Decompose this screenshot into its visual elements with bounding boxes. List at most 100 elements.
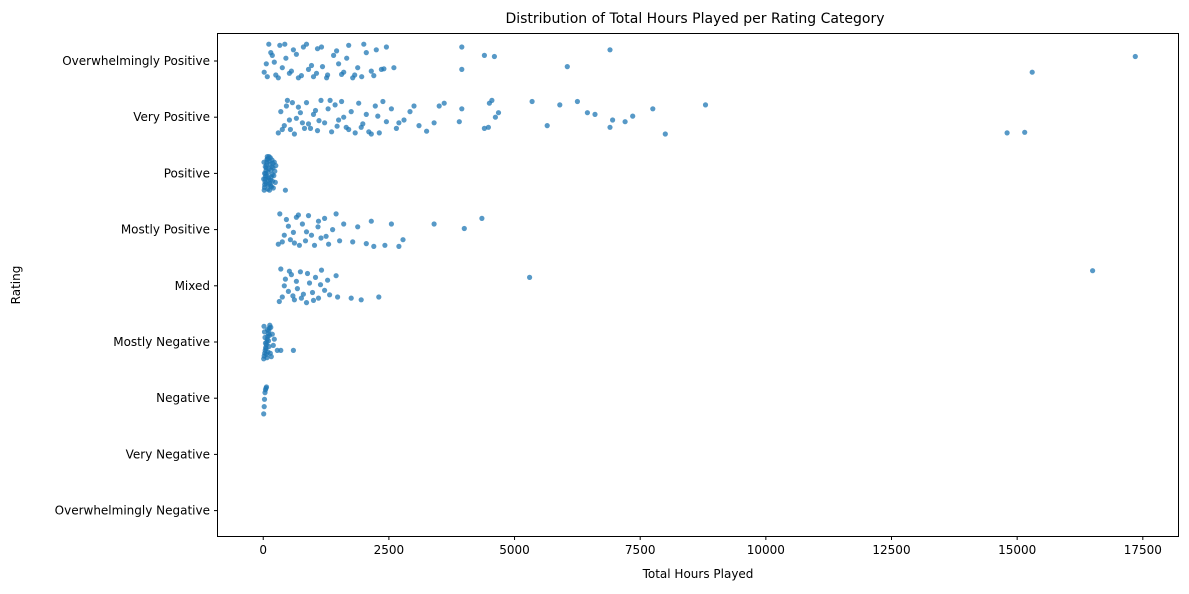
data-point <box>310 297 317 303</box>
data-point <box>298 73 304 79</box>
y-tick-label: Mostly Positive <box>121 223 210 237</box>
data-point <box>315 218 322 224</box>
data-point <box>336 117 342 123</box>
data-point <box>388 106 394 112</box>
data-point <box>381 66 387 72</box>
data-point <box>495 110 502 116</box>
data-point <box>368 218 374 224</box>
data-point <box>265 338 272 344</box>
chart-title: Distribution of Total Hours Played per R… <box>505 11 884 27</box>
data-point <box>481 52 487 59</box>
data-point <box>630 113 636 119</box>
data-point <box>339 71 345 77</box>
data-point <box>268 354 274 360</box>
data-point <box>318 235 324 241</box>
data-point <box>607 47 613 53</box>
data-point <box>264 355 270 361</box>
data-point <box>327 97 333 103</box>
data-point <box>334 123 340 129</box>
data-point <box>282 187 288 193</box>
data-point <box>310 111 317 117</box>
data-point <box>293 278 299 284</box>
data-point <box>303 229 310 235</box>
data-point <box>268 324 274 330</box>
data-point <box>290 229 296 235</box>
data-point <box>265 182 271 188</box>
data-point <box>607 124 613 130</box>
data-point <box>337 238 343 244</box>
data-point <box>275 75 281 81</box>
data-point <box>293 115 299 121</box>
data-point <box>341 221 347 227</box>
data-point <box>297 110 303 116</box>
data-point <box>281 123 287 129</box>
data-point <box>315 295 322 301</box>
data-point <box>366 129 372 135</box>
data-point <box>380 98 386 105</box>
data-point <box>301 125 308 131</box>
data-point <box>324 75 330 81</box>
data-point <box>267 161 273 167</box>
data-point <box>275 241 281 247</box>
y-tick-label: Mixed <box>175 279 210 293</box>
data-point <box>400 237 406 243</box>
data-point <box>332 102 338 108</box>
data-point <box>363 111 369 117</box>
data-point <box>298 295 304 301</box>
data-point <box>557 102 563 108</box>
x-tick-label: 7500 <box>625 543 656 557</box>
data-point <box>289 100 295 106</box>
data-point <box>371 73 377 79</box>
data-point <box>317 282 324 288</box>
data-point <box>309 289 316 296</box>
data-point <box>279 239 285 245</box>
data-point <box>313 70 320 76</box>
data-point <box>326 241 332 247</box>
data-point <box>592 111 598 117</box>
data-point <box>291 131 297 137</box>
data-point <box>396 243 402 249</box>
y-axis-label: Rating <box>9 266 23 305</box>
data-point <box>1132 53 1138 60</box>
data-point <box>574 98 581 105</box>
data-point <box>281 283 287 289</box>
data-point <box>358 124 364 130</box>
data-point <box>355 224 361 230</box>
data-point <box>290 47 296 53</box>
data-point <box>290 293 296 299</box>
data-point <box>363 241 369 247</box>
data-point <box>304 270 311 277</box>
data-point <box>348 109 354 115</box>
data-point <box>610 117 616 123</box>
data-point <box>300 291 306 297</box>
data-point <box>479 215 485 221</box>
data-point <box>459 44 465 50</box>
y-tick-label: Overwhelmingly Negative <box>55 504 210 518</box>
data-point <box>294 286 300 292</box>
x-axis-label: Total Hours Played <box>642 567 754 581</box>
y-tick-label: Negative <box>156 391 210 405</box>
data-point <box>341 114 347 120</box>
data-point <box>281 232 287 238</box>
data-point <box>308 232 315 238</box>
data-point <box>316 118 322 124</box>
data-point <box>416 123 422 129</box>
data-point <box>323 233 329 239</box>
data-point <box>266 343 272 350</box>
data-point <box>283 55 289 61</box>
data-point <box>383 119 389 125</box>
data-point <box>322 215 328 221</box>
data-point <box>333 273 339 279</box>
data-point <box>371 243 377 249</box>
data-point <box>265 156 271 162</box>
data-point <box>650 106 656 112</box>
data-point <box>702 102 709 108</box>
x-tick-label: 17500 <box>1124 543 1162 557</box>
data-point <box>346 42 352 48</box>
data-point <box>329 129 335 135</box>
data-point <box>491 53 497 60</box>
x-tick-label: 2500 <box>374 543 405 557</box>
data-point <box>388 221 394 227</box>
data-point <box>262 334 268 341</box>
